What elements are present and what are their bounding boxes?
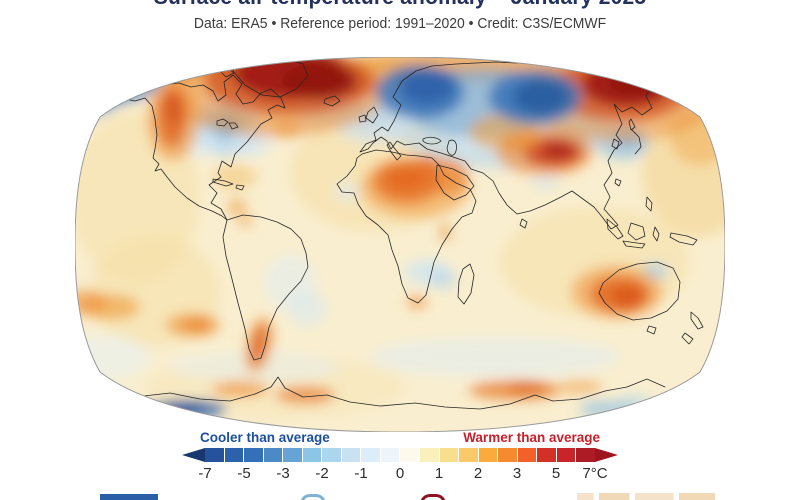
copernicus-logo-partial [300,494,326,500]
colorbar-segments [205,448,595,462]
colorbar-segment [263,448,284,462]
colorbar-segment [380,448,401,462]
colorbar-segment [439,448,460,462]
colorbar-segment [283,448,303,462]
colorbar [182,448,618,462]
black-sea-outline [422,136,442,145]
colorbar-segment [322,448,342,462]
colorbar-ticks: -7 -5 -3 -2 -1 0 1 2 3 5 7°C [182,465,618,483]
colorbar-tick-label: -5 [237,465,251,482]
colorbar-left-arrow-icon [182,448,205,462]
colorbar-segment [478,448,499,462]
arabia-outline [435,164,475,201]
colorbar-right-arrow-icon [595,448,618,462]
tasmania-nz-outline [646,311,704,345]
colorbar-segment [205,448,225,462]
caribbean-outline [212,178,245,191]
colorbar-segment [498,448,518,462]
colorbar-tick-label: -3 [276,465,290,482]
ecmwf-logo-partial [420,494,446,500]
colorbar-tick-label: -7 [198,465,212,482]
colorbar-tick-label: 0 [395,465,405,482]
colorbar-segment [244,448,264,462]
colorbar-segment [459,448,479,462]
great-lakes-outline [216,118,239,130]
north-america-outline [94,74,286,221]
colorbar-segment [302,448,323,462]
colorbar-segment [341,448,362,462]
colorbar-tick-label: -2 [315,465,329,482]
colorbar-segment [517,448,538,462]
eu-flag-logo-partial [100,494,158,500]
page-title: Surface air temperature anomaly – Januar… [0,0,800,10]
legend-cooler-label: Cooler than average [200,430,330,445]
world-anomaly-map [75,57,725,432]
map-boundary [75,57,725,432]
iceland-outline [323,95,341,107]
colorbar-tick-label: 1 [434,465,444,482]
se-asia-islands-outline [519,178,698,249]
colorbar-segment [537,448,557,462]
colorbar-segment [361,448,381,462]
eurasia-outline [359,61,653,230]
caspian-sea-outline [446,139,457,156]
colorbar-tick-label: -1 [354,465,368,482]
continent-outlines [94,57,704,410]
colorbar-tick-label: 5 [551,465,561,482]
uk-ireland-outline [358,106,379,124]
madagascar-outline [457,263,475,305]
colorbar-segment [556,448,577,462]
colorbar-tick-label: 3 [512,465,522,482]
colorbar-segment [400,448,421,462]
colorbar-tick-label: 7°C [582,465,608,482]
colorbar-segment [224,448,245,462]
japan-korea-outline [611,118,642,155]
legend-warmer-label: Warmer than average [463,430,600,445]
italy-outline [386,141,402,161]
south-america-outline [222,214,309,361]
colorbar-tick-label: 2 [473,465,483,482]
partner-wordmark-partial [577,493,715,500]
africa-outline [336,149,477,304]
australia-outline [598,261,681,321]
colorbar-segment [576,448,595,462]
colorbar-segment [420,448,440,462]
figure-subtitle: Data: ERA5 • Reference period: 1991–2020… [193,15,607,32]
antarctica-outline [134,376,666,410]
